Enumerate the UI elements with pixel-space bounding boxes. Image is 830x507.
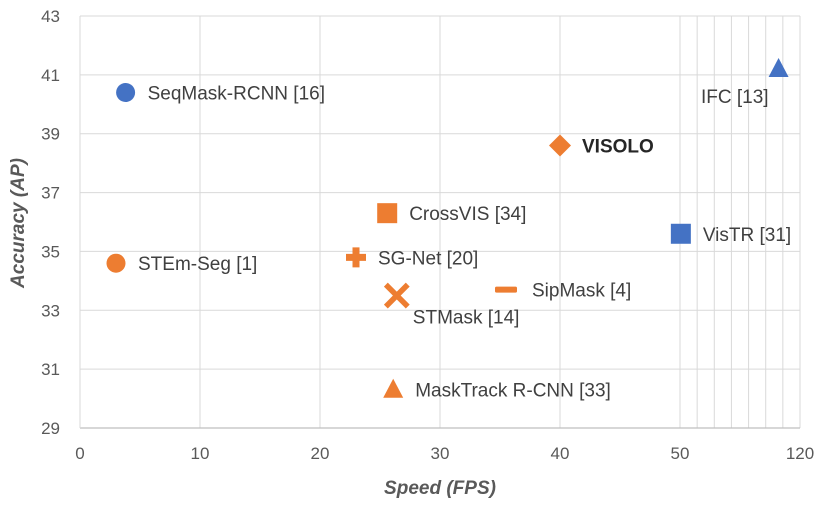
triangle-marker xyxy=(768,57,789,77)
diamond-marker xyxy=(549,134,571,157)
dash-marker xyxy=(495,286,517,293)
x-axis-title: Speed (FPS) xyxy=(384,478,496,499)
y-tick-label: 39 xyxy=(41,125,60,144)
point-label: SipMask [4] xyxy=(532,281,631,302)
y-tick-label: 37 xyxy=(41,184,60,203)
tick-layer: 29 31 33 35 37 39 41 43 0 10 20 30 40 50 120 xyxy=(41,7,814,463)
y-tick-label: 43 xyxy=(41,7,60,26)
square-marker xyxy=(377,203,398,224)
plus-marker xyxy=(346,247,366,268)
triangle-marker xyxy=(383,378,404,398)
point-label: STEm-Seg [1] xyxy=(138,254,257,275)
grid-layer xyxy=(79,15,801,429)
point-label: VisTR [31] xyxy=(703,225,791,246)
x-tick-label: 50 xyxy=(671,444,690,463)
y-tick-label: 33 xyxy=(41,301,60,320)
y-tick-label: 41 xyxy=(41,66,60,85)
y-tick-label: 35 xyxy=(41,242,60,261)
x-tick-label: 0 xyxy=(75,444,84,463)
y-tick-label: 29 xyxy=(41,419,60,438)
x-tick-label: 120 xyxy=(786,444,814,463)
point-label: STMask [14] xyxy=(413,308,520,329)
point-label: SeqMask-RCNN [16] xyxy=(148,84,325,105)
x-tick-label: 40 xyxy=(551,444,570,463)
point-label: IFC [13] xyxy=(701,87,769,108)
y-tick-label: 31 xyxy=(41,360,60,379)
circle-marker xyxy=(116,83,136,103)
x-tick-label: 30 xyxy=(431,444,450,463)
square-marker xyxy=(670,223,691,244)
label-layer: SeqMask-RCNN [16] IFC [13] VISOLO CrossVIS … xyxy=(138,84,791,402)
point-label: CrossVIS [34] xyxy=(409,204,526,225)
circle-marker xyxy=(106,253,126,273)
x-tick-label: 20 xyxy=(311,444,330,463)
point-label: VISOLO xyxy=(582,136,654,157)
x-marker xyxy=(383,282,410,309)
marker-layer xyxy=(106,57,789,398)
point-label: SG-Net [20] xyxy=(378,248,478,269)
point-label: MaskTrack R-CNN [33] xyxy=(415,381,611,402)
x-tick-label: 10 xyxy=(191,444,210,463)
y-axis-title: Accuracy (AP) xyxy=(8,158,29,289)
